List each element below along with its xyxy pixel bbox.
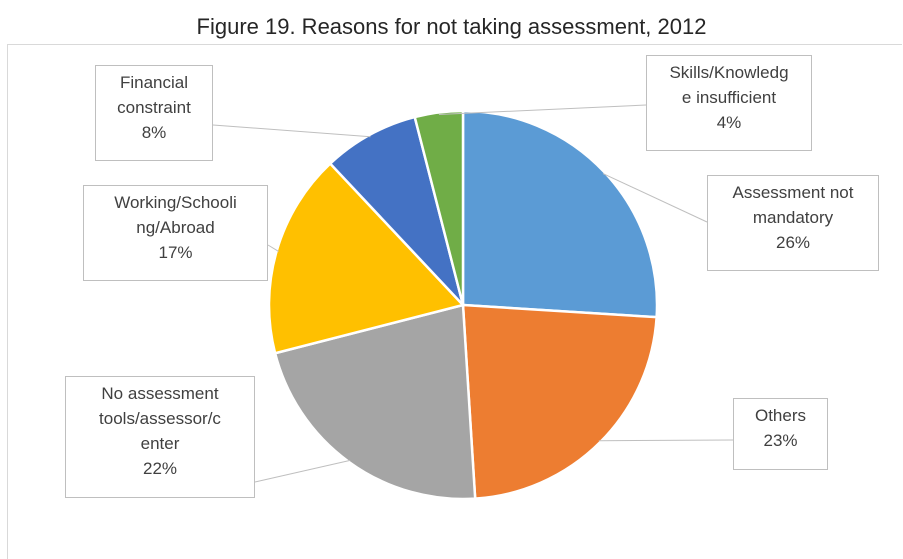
slice-label-line: Assessment not (732, 183, 854, 202)
slice-label-no-assessment-tools: No assessment tools/assessor/c enter 22% (65, 376, 255, 498)
leader-line (438, 104, 647, 116)
leader-line (602, 173, 708, 223)
slice-label-assessment-not-mandatory: Assessment not mandatory 26% (707, 175, 879, 271)
slice-label-line: Skills/Knowledg (669, 63, 789, 82)
slice-label-working-schooling-abroad: Working/Schooli ng/Abroad 17% (83, 185, 268, 281)
leader-line (212, 124, 371, 138)
leader-line (598, 439, 734, 442)
slice-label-line: e insufficient (681, 88, 777, 107)
slice-label-line: constraint (117, 98, 191, 117)
chart-title: Figure 19. Reasons for not taking assess… (196, 14, 707, 39)
slice-label-percent: 17% (158, 243, 193, 262)
leader-line (267, 244, 279, 252)
slice-label-line: tools/assessor/c (99, 409, 221, 428)
slice-label-percent: 26% (775, 233, 811, 252)
pie-slice-skills-knowledge-insufficient (413, 109, 465, 306)
pie-slice-financial-constraint (328, 115, 465, 306)
slice-label-financial-constraint: Financial constraint 8% (95, 65, 213, 161)
pie-slice-working-schooling-abroad (267, 161, 466, 355)
slice-label-percent: 4% (716, 113, 742, 132)
slice-label-percent: 8% (141, 123, 167, 142)
pie-slice-no-assessment-tools-assessor-center (273, 303, 477, 501)
pie-slice-others (461, 303, 658, 500)
slice-label-line: Working/Schooli (114, 193, 237, 212)
slice-label-line: No assessment (101, 384, 219, 403)
slice-label-line: Financial (119, 73, 189, 92)
pie-slice-assessment-not-mandatory (461, 109, 659, 319)
slice-label-percent: 23% (763, 431, 798, 450)
plot-area-frame (7, 44, 902, 559)
slice-label-others: Others 23% (733, 398, 828, 470)
leader-line (254, 459, 351, 483)
slice-label-line: enter (140, 434, 180, 453)
slice-label-line: Others (754, 406, 807, 425)
slice-label-line: mandatory (752, 208, 834, 227)
slice-label-percent: 22% (142, 459, 178, 478)
slice-label-skills-knowledge-insufficient: Skills/Knowledg e insufficient 4% (646, 55, 812, 151)
slice-label-line: ng/Abroad (136, 218, 215, 237)
